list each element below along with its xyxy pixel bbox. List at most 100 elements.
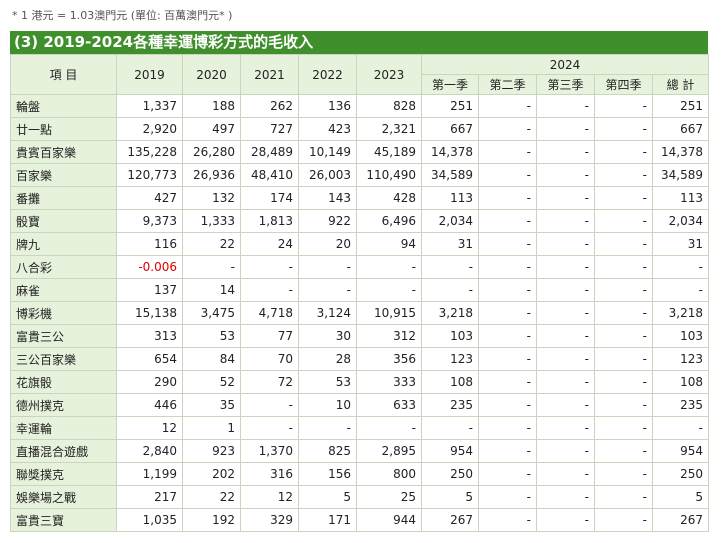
data-cell: 26,280 bbox=[182, 140, 241, 164]
data-cell: 136 bbox=[298, 94, 357, 118]
data-cell: 667 bbox=[652, 117, 709, 141]
data-cell: - bbox=[594, 416, 653, 440]
data-cell: - bbox=[536, 140, 595, 164]
data-cell: 123 bbox=[652, 347, 709, 371]
row-label: 百家樂 bbox=[10, 163, 117, 187]
header-cell: 第一季 bbox=[421, 74, 479, 95]
data-cell: - bbox=[594, 462, 653, 486]
data-row: 博彩機 15,138 3,475 4,718 3,124 10,915 3,218- - -3,… bbox=[10, 301, 709, 325]
data-row: 廿一點 2,920 497 727 423 2,321 667- - -667 bbox=[10, 117, 709, 141]
header-cell: 項 目 bbox=[10, 54, 117, 95]
data-cell: 1,813 bbox=[240, 209, 299, 233]
data-cell: 34,589 bbox=[421, 163, 479, 187]
data-cell: - bbox=[594, 255, 653, 279]
data-cell: 94 bbox=[356, 232, 422, 256]
data-cell: - bbox=[478, 324, 537, 348]
data-cell: 727 bbox=[240, 117, 299, 141]
data-row: 麻雀 137 14- - - - - - - - bbox=[10, 278, 709, 302]
data-cell: - bbox=[536, 209, 595, 233]
data-row: 貴賓百家樂 135,228 26,280 28,489 10,149 45,189 14,3… bbox=[10, 140, 709, 164]
data-cell: 77 bbox=[240, 324, 299, 348]
data-cell: 654 bbox=[116, 347, 183, 371]
data-cell: 2,895 bbox=[356, 439, 422, 463]
data-cell: - bbox=[478, 416, 537, 440]
data-cell: - bbox=[536, 347, 595, 371]
data-cell: 4,718 bbox=[240, 301, 299, 325]
data-cell: 48,410 bbox=[240, 163, 299, 187]
data-cell: - bbox=[356, 278, 422, 302]
data-row: 幸運輪 12 1- - - - - - - - bbox=[10, 416, 709, 440]
data-cell: 53 bbox=[298, 370, 357, 394]
data-cell: 427 bbox=[116, 186, 183, 210]
data-cell: 113 bbox=[421, 186, 479, 210]
data-cell: - bbox=[478, 186, 537, 210]
data-cell: - bbox=[478, 393, 537, 417]
data-cell: 1,035 bbox=[116, 508, 183, 532]
data-cell: 333 bbox=[356, 370, 422, 394]
row-label: 富貴三公 bbox=[10, 324, 117, 348]
data-cell: 31 bbox=[421, 232, 479, 256]
data-cell: 12 bbox=[116, 416, 183, 440]
data-cell: 923 bbox=[182, 439, 241, 463]
data-cell: 84 bbox=[182, 347, 241, 371]
data-cell: 217 bbox=[116, 485, 183, 509]
header-row: 項 目 2019 2020 2021 2022 2023 2024 bbox=[10, 54, 709, 95]
header-cell: 總 計 bbox=[652, 74, 709, 95]
data-cell: - bbox=[594, 324, 653, 348]
data-cell: - bbox=[652, 255, 709, 279]
data-cell: -0.006 bbox=[116, 255, 183, 279]
data-cell: 800 bbox=[356, 462, 422, 486]
data-row: 德州撲克 446 35-10 633 235- - -235 bbox=[10, 393, 709, 417]
data-cell: 26,936 bbox=[182, 163, 241, 187]
header-cell: 2023 bbox=[356, 54, 422, 95]
data-cell: - bbox=[652, 416, 709, 440]
data-row: 富貴三寶 1,035 192 329 171 944 267- - -267 bbox=[10, 508, 709, 532]
data-cell: 10,915 bbox=[356, 301, 422, 325]
data-cell: - bbox=[536, 462, 595, 486]
data-cell: 251 bbox=[421, 94, 479, 118]
data-cell: - bbox=[536, 278, 595, 302]
data-cell: - bbox=[536, 485, 595, 509]
data-cell: 14,378 bbox=[652, 140, 709, 164]
data-cell: 132 bbox=[182, 186, 241, 210]
data-cell: 14,378 bbox=[421, 140, 479, 164]
data-cell: - bbox=[356, 255, 422, 279]
data-cell: - bbox=[240, 416, 299, 440]
data-cell: 250 bbox=[421, 462, 479, 486]
data-cell: 156 bbox=[298, 462, 357, 486]
data-cell: 143 bbox=[298, 186, 357, 210]
data-cell: - bbox=[478, 278, 537, 302]
data-cell: - bbox=[536, 163, 595, 187]
data-cell: 922 bbox=[298, 209, 357, 233]
data-cell: 2,920 bbox=[116, 117, 183, 141]
data-row: 聯獎撲克 1,199 202 316 156 800 250- - -250 bbox=[10, 462, 709, 486]
data-cell: 24 bbox=[240, 232, 299, 256]
data-cell: - bbox=[478, 439, 537, 463]
data-row: 輪盤 1,337 188 262 136 828 251- - -251 bbox=[10, 94, 709, 118]
data-cell: - bbox=[594, 393, 653, 417]
data-cell: 1,337 bbox=[116, 94, 183, 118]
data-cell: - bbox=[478, 232, 537, 256]
data-cell: - bbox=[594, 485, 653, 509]
data-cell: 171 bbox=[298, 508, 357, 532]
data-cell: 316 bbox=[240, 462, 299, 486]
data-cell: 944 bbox=[356, 508, 422, 532]
data-cell: 267 bbox=[421, 508, 479, 532]
data-cell: - bbox=[478, 370, 537, 394]
data-cell: - bbox=[536, 301, 595, 325]
data-cell: - bbox=[240, 255, 299, 279]
data-cell: 45,189 bbox=[356, 140, 422, 164]
data-row: 番攤 427 132 174 143 428 113- - -113 bbox=[10, 186, 709, 210]
data-cell: - bbox=[478, 255, 537, 279]
data-row: 三公百家樂 654 84 70 28 356 123- - -123 bbox=[10, 347, 709, 371]
data-cell: - bbox=[536, 232, 595, 256]
data-cell: 1,333 bbox=[182, 209, 241, 233]
data-cell: 192 bbox=[182, 508, 241, 532]
data-cell: 52 bbox=[182, 370, 241, 394]
data-cell: 22 bbox=[182, 232, 241, 256]
data-row: 八合彩 -0.006- - - - - - - - - bbox=[10, 255, 709, 279]
data-cell: 70 bbox=[240, 347, 299, 371]
header-cell: 第四季 bbox=[594, 74, 653, 95]
row-label: 番攤 bbox=[10, 186, 117, 210]
data-cell: 28,489 bbox=[240, 140, 299, 164]
